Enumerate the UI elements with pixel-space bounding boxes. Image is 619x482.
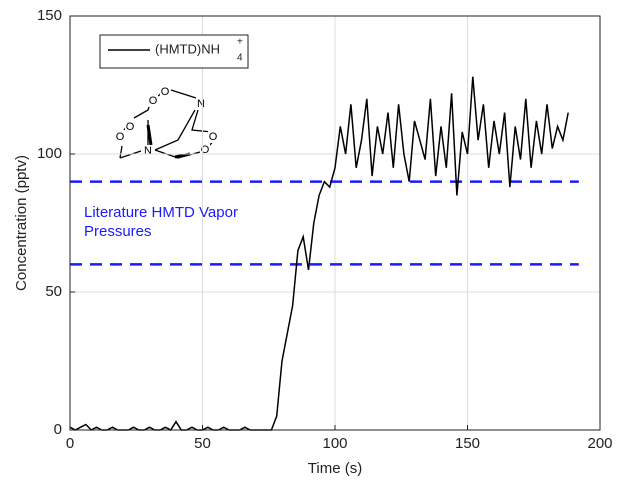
atom-label: O bbox=[149, 95, 158, 107]
atom-label: N bbox=[144, 145, 152, 157]
x-axis-label: Time (s) bbox=[308, 460, 362, 477]
atom-label: O bbox=[209, 131, 218, 143]
y-tick-label: 100 bbox=[37, 145, 62, 162]
y-tick-label: 150 bbox=[37, 7, 62, 24]
x-tick-label: 100 bbox=[322, 435, 347, 452]
atom-bg bbox=[115, 131, 125, 143]
atom-bg bbox=[200, 144, 210, 156]
atom-bg bbox=[143, 145, 153, 157]
atom-label: O bbox=[161, 86, 170, 98]
legend-label-sup: + bbox=[237, 37, 243, 48]
x-tick-label: 50 bbox=[194, 435, 211, 452]
x-tick-label: 200 bbox=[587, 435, 612, 452]
legend-box bbox=[99, 34, 249, 69]
atom-label: O bbox=[201, 144, 210, 156]
data-line bbox=[69, 76, 569, 431]
y-tick-label: 0 bbox=[54, 421, 62, 438]
legend-label-sub: 4 bbox=[237, 53, 243, 64]
y-axis-label: Concentration (pptv) bbox=[13, 155, 30, 291]
plot-frame bbox=[69, 15, 601, 431]
legend-label: (HMTD)NH bbox=[155, 41, 220, 56]
x-tick-label: 150 bbox=[455, 435, 480, 452]
annotation: Pressures bbox=[84, 223, 152, 240]
atom-label: O bbox=[116, 131, 125, 143]
atom-bg bbox=[148, 95, 158, 107]
atom-bg bbox=[196, 98, 206, 110]
atom-bg bbox=[160, 86, 170, 98]
atom-label: O bbox=[126, 121, 135, 133]
annotation: Literature HMTD Vapor bbox=[84, 204, 238, 221]
y-tick-label: 50 bbox=[45, 283, 62, 300]
atom-label: N bbox=[197, 98, 205, 110]
x-tick-label: 0 bbox=[66, 435, 74, 452]
atom-bg bbox=[208, 131, 218, 143]
atom-bg bbox=[125, 121, 135, 133]
